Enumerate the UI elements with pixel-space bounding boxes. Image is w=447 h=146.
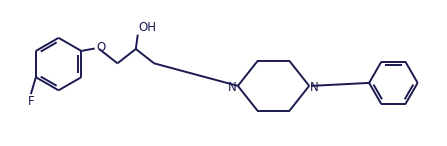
Text: O: O bbox=[97, 41, 106, 54]
Text: OH: OH bbox=[139, 21, 157, 34]
Text: N: N bbox=[310, 81, 319, 94]
Text: F: F bbox=[28, 95, 34, 108]
Text: N: N bbox=[228, 81, 237, 94]
